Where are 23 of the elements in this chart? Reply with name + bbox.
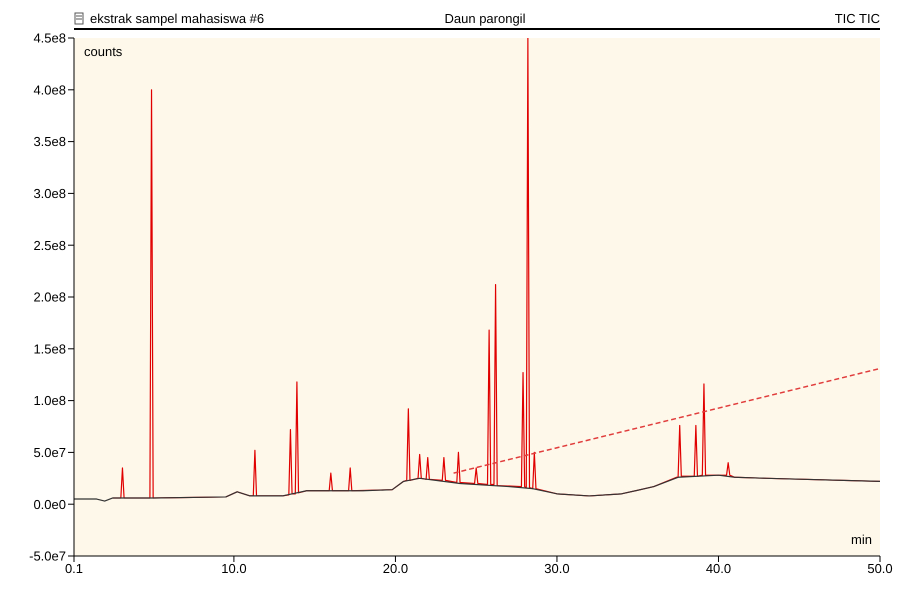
x-tick-label: 0.1 [64, 561, 84, 576]
y-tick-label: 2.5e8 [33, 238, 66, 253]
y-tick-label: 3.5e8 [33, 134, 66, 150]
x-axis-title: min [851, 532, 872, 547]
x-tick-label: 50.0 [867, 561, 893, 576]
x-tick-label: 20.0 [382, 561, 408, 576]
y-tick-label: 1.0e8 [33, 393, 66, 408]
y-tick-label: 1.5e8 [33, 341, 66, 356]
y-tick-label: 5.0e7 [33, 445, 66, 460]
chart-title: ekstrak sampel mahasiswa #6 [90, 10, 266, 26]
y-tick-label: -5.0e7 [29, 548, 66, 564]
y-tick-label: 2.0e8 [33, 290, 66, 305]
x-tick-label: 10.0 [221, 561, 247, 576]
y-axis-title: counts [84, 44, 122, 59]
x-tick-label: 40.0 [706, 561, 732, 576]
chart-subtitle: Daun parongil [444, 10, 526, 26]
y-tick-label: 3.0e8 [33, 186, 66, 202]
y-tick-label: 4.0e8 [33, 82, 66, 98]
x-tick-label: 30.0 [544, 561, 570, 576]
line-series [74, 474, 880, 502]
text: TIC TIC [834, 10, 880, 26]
y-tick-label: 4.5e8 [33, 30, 66, 46]
y-tick-label: 0.0e0 [33, 496, 66, 512]
